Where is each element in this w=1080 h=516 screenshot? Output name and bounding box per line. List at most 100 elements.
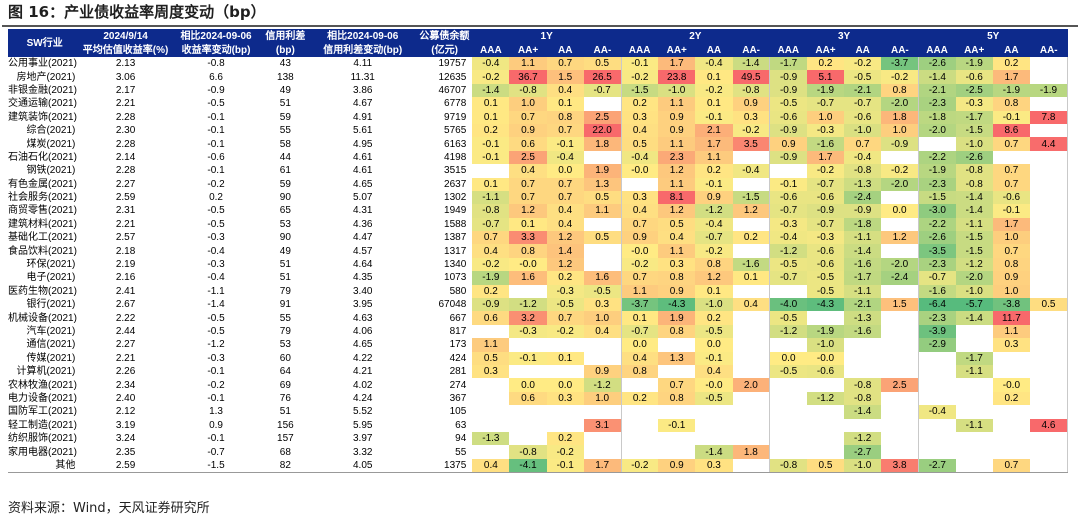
avg-yield-value: 2.30 bbox=[115, 125, 136, 137]
heat-cell: 1.1 bbox=[992, 324, 1030, 339]
spread-change-value: 4.05 bbox=[308, 458, 417, 474]
heat-cell: -0.4 bbox=[918, 405, 956, 419]
header-sw-industry: SW行业 bbox=[8, 29, 82, 57]
heat-cell: 0.5 bbox=[583, 190, 622, 205]
heat-cell: 1.7 bbox=[992, 217, 1030, 232]
heat-cell bbox=[732, 311, 771, 325]
heat-cell: -2.7 bbox=[844, 445, 882, 459]
heat-cell bbox=[1029, 190, 1068, 205]
heat-cell bbox=[732, 150, 771, 165]
yield-change-table: SW行业 2024/9/14 相比2024-09-06 信用利差 相比2024-… bbox=[8, 29, 1068, 474]
spread-change-value: 3.86 bbox=[353, 84, 373, 96]
spread-value: 43 bbox=[279, 58, 291, 70]
heat-cell bbox=[770, 392, 807, 405]
heat-cell bbox=[918, 137, 955, 150]
balance-value: 173 bbox=[449, 339, 467, 351]
balance-value: 274 bbox=[449, 379, 467, 391]
balance-value: 12635 bbox=[438, 71, 467, 83]
heat-cell bbox=[732, 418, 771, 432]
heat-cell: -3.9 bbox=[918, 324, 956, 339]
avg-yield-value: 2.41 bbox=[115, 285, 136, 297]
heat-cell: 0.5 bbox=[806, 458, 845, 474]
heat-cell: -4.3 bbox=[806, 298, 845, 312]
heat-cell: -0.8 bbox=[732, 83, 771, 98]
heat-cell: 0.4 bbox=[472, 244, 510, 258]
heat-cell: -0.2 bbox=[546, 445, 584, 459]
spread-change-value: 4.91 bbox=[353, 111, 373, 123]
yield-change-value: -0.1 bbox=[207, 366, 225, 378]
spread-value: 69 bbox=[279, 379, 291, 391]
heat-cell: -0.1 bbox=[621, 57, 659, 71]
header-avg-yield: 平均估值收益率(%) bbox=[81, 43, 170, 57]
heat-cell: 1.3 bbox=[583, 177, 622, 191]
heat-cell: 0.8 bbox=[881, 83, 919, 98]
heat-cell: 0.5 bbox=[658, 217, 696, 232]
heat-cell: -2.6 bbox=[918, 231, 956, 245]
heat-cell: 4.4 bbox=[1029, 137, 1068, 151]
avg-yield-value: 2.21 bbox=[115, 218, 136, 230]
yield-change-value: -0.5 bbox=[207, 205, 225, 217]
industry-name: 电力设备(2021) bbox=[8, 392, 77, 404]
heat-cell: 0.1 bbox=[695, 284, 733, 299]
heat-cell bbox=[881, 217, 919, 232]
heat-cell: -1.6 bbox=[806, 137, 845, 151]
heat-cell: 0.1 bbox=[509, 217, 547, 232]
heat-cell bbox=[770, 445, 807, 458]
balance-value: 1588 bbox=[444, 218, 467, 230]
heat-cell: -2.0 bbox=[881, 97, 919, 111]
heat-cell: 1.7 bbox=[992, 70, 1030, 84]
heat-cell: -0.2 bbox=[472, 70, 510, 84]
heat-cell bbox=[881, 418, 919, 432]
heat-cell bbox=[1029, 311, 1068, 325]
heat-cell: 1.7 bbox=[583, 458, 622, 474]
heat-cell bbox=[1029, 324, 1068, 339]
heat-cell: 0.7 bbox=[509, 110, 547, 124]
heat-cell bbox=[621, 178, 658, 191]
heat-cell: -0.4 bbox=[695, 217, 733, 232]
spread-value: 90 bbox=[279, 232, 291, 244]
heat-cell bbox=[881, 445, 919, 459]
heat-cell: -0.4 bbox=[732, 164, 771, 178]
spread-change-value: 3.32 bbox=[353, 446, 373, 458]
yield-change-value: -0.1 bbox=[207, 392, 225, 404]
heat-cell: 0.7 bbox=[546, 57, 584, 71]
yield-change-value: -0.5 bbox=[207, 312, 225, 324]
yield-change-value: -0.8 bbox=[207, 58, 225, 70]
heat-cell bbox=[918, 445, 955, 458]
heat-cell bbox=[1029, 150, 1068, 165]
heat-cell: -0.9 bbox=[806, 204, 845, 218]
heat-cell: 0.4 bbox=[658, 231, 696, 245]
heat-cell: -2.4 bbox=[844, 190, 882, 205]
heat-cell: 1.8 bbox=[881, 110, 919, 124]
heat-cell: 0.6 bbox=[509, 391, 547, 406]
heat-cell: 0.3 bbox=[732, 110, 771, 124]
heat-cell bbox=[881, 338, 919, 352]
heat-cell bbox=[583, 97, 622, 111]
heat-cell bbox=[695, 405, 732, 418]
heat-cell: -1.4 bbox=[844, 244, 882, 258]
heat-cell: -0.6 bbox=[806, 257, 845, 272]
spread-change-value: 4.61 bbox=[353, 165, 373, 177]
heat-cell bbox=[732, 338, 771, 352]
heat-cell: -0.2 bbox=[695, 83, 733, 98]
heat-cell: -1.0 bbox=[955, 137, 993, 151]
heat-cell bbox=[881, 391, 919, 406]
heat-cell: 3.5 bbox=[732, 137, 771, 151]
avg-yield-value: 2.12 bbox=[115, 406, 136, 418]
industry-name: 交通运输(2021) bbox=[8, 98, 77, 110]
heat-cell: -0.3 bbox=[955, 97, 993, 111]
heat-cell: 2.5 bbox=[881, 378, 919, 392]
heat-cell: 0.7 bbox=[546, 190, 584, 205]
heat-cell: 0.4 bbox=[546, 83, 584, 98]
avg-yield-value: 2.13 bbox=[115, 58, 136, 70]
table-row: 环保(2021) 2.19 -0.3 51 4.64 1340 -0.2 -0.0 1.2 -0.… bbox=[8, 257, 1068, 272]
heat-cell: 1.1 bbox=[472, 338, 510, 352]
heat-cell: 1.2 bbox=[732, 204, 771, 218]
heat-cell: 2.0 bbox=[732, 378, 771, 392]
heat-cell: -1.4 bbox=[844, 405, 882, 419]
source-note: 资料来源：Wind，天风证券研究所 bbox=[8, 501, 210, 516]
heat-cell: 0.4 bbox=[732, 298, 771, 312]
avg-yield-value: 2.59 bbox=[81, 458, 170, 474]
heat-cell bbox=[881, 311, 919, 325]
heat-cell bbox=[1029, 338, 1068, 352]
